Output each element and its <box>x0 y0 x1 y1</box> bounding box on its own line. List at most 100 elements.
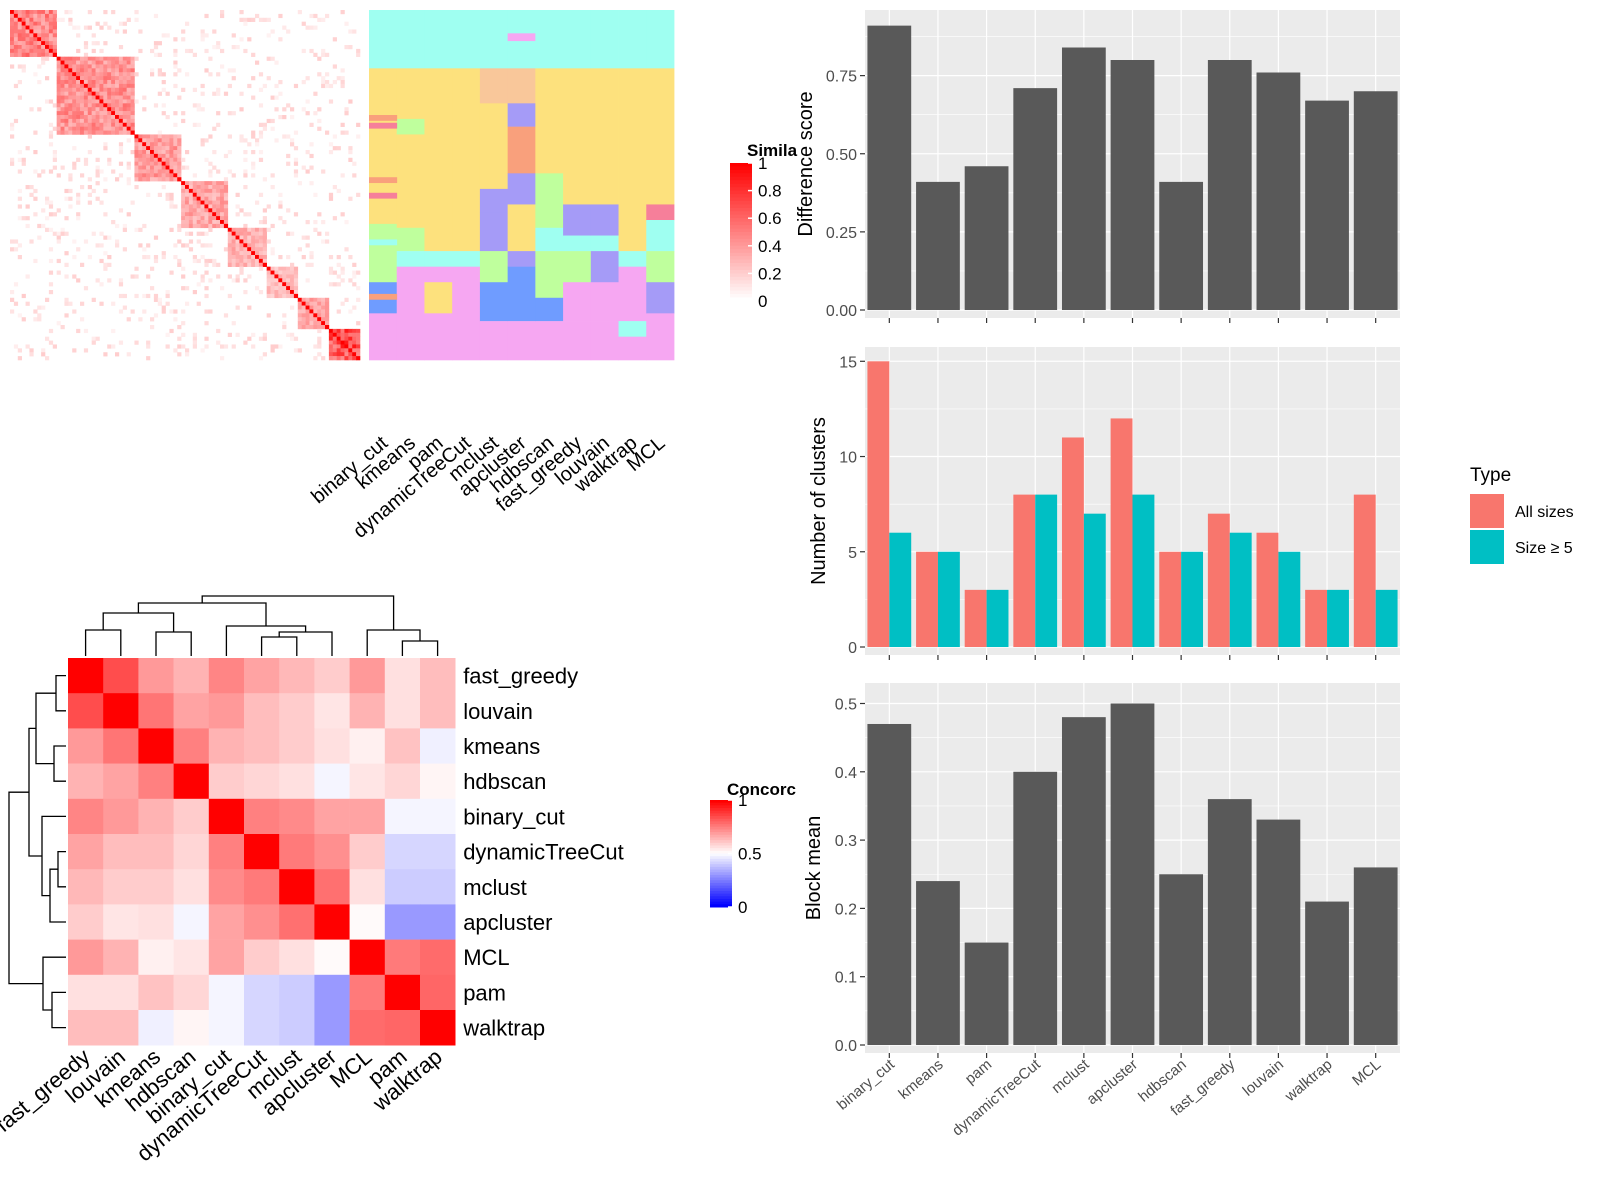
similarity-cell <box>68 111 73 116</box>
concordance-cell <box>68 1010 104 1046</box>
similarity-cell <box>48 41 54 46</box>
bar-all-sizes <box>1013 494 1036 647</box>
similarity-cell <box>352 282 357 287</box>
similarity-cell <box>76 83 81 89</box>
similarity-cell <box>325 321 330 326</box>
concordance-legend-gradient <box>710 866 732 871</box>
similarity-cell <box>332 146 337 151</box>
similarity-cell <box>235 204 240 209</box>
similarity-cell <box>196 301 201 306</box>
similarity-cell <box>56 118 61 124</box>
similarity-cell <box>17 196 22 201</box>
similarity-cell <box>161 111 166 116</box>
similarity-cell <box>235 258 240 264</box>
similarity-cell <box>118 122 124 127</box>
similarity-cell <box>10 45 15 50</box>
similarity-cell <box>130 76 135 81</box>
similarity-cell <box>340 83 345 89</box>
similarity-cell <box>41 25 46 30</box>
similarity-cell <box>107 122 112 127</box>
similarity-cell <box>293 348 299 353</box>
similarity-cell <box>188 196 194 201</box>
bar-all-sizes <box>867 361 890 647</box>
similarity-cell <box>340 336 345 341</box>
similarity-cell <box>258 262 264 267</box>
similarity-cell <box>52 153 57 159</box>
similarity-cell <box>41 41 46 46</box>
similarity-cell <box>157 146 162 151</box>
similarity-cell <box>76 103 81 108</box>
similarity-cell <box>239 243 244 248</box>
similarity-cell <box>212 204 217 209</box>
y-tick-label: 0.00 <box>826 303 857 320</box>
similarity-cell <box>107 95 112 100</box>
similarity-cell <box>13 37 19 42</box>
similarity-cell <box>60 325 65 330</box>
similarity-cell <box>91 340 96 345</box>
similarity-cell <box>56 56 61 61</box>
similarity-cell <box>216 122 221 127</box>
similarity-cell <box>103 130 108 135</box>
similarity-cell <box>87 111 92 116</box>
similarity-cell <box>258 227 264 232</box>
similarity-cell <box>118 60 124 65</box>
similarity-cell <box>169 328 174 334</box>
similarity-cell <box>17 37 22 42</box>
similarity-cell <box>251 258 256 264</box>
similarity-cell <box>262 243 267 248</box>
similarity-cell <box>146 344 151 349</box>
similarity-cell <box>165 134 170 139</box>
similarity-cell <box>200 107 205 112</box>
similarity-cell <box>25 52 30 57</box>
similarity-cell <box>122 227 127 232</box>
similarity-legend-gradient <box>730 183 752 188</box>
concordance-cell <box>244 974 280 1011</box>
similarity-cell <box>231 231 236 236</box>
similarity-cell <box>130 126 135 131</box>
similarity-cell <box>107 87 112 92</box>
similarity-cell <box>278 266 283 271</box>
similarity-cell <box>212 192 217 197</box>
similarity-cell <box>270 282 275 287</box>
similarity-cell <box>301 107 306 112</box>
similarity-cell <box>153 45 159 50</box>
similarity-cell <box>29 52 34 57</box>
similarity-cell <box>344 107 349 112</box>
similarity-cell <box>95 87 100 92</box>
similarity-cell <box>177 169 182 174</box>
similarity-cell <box>340 173 345 178</box>
similarity-cell <box>48 45 54 50</box>
similarity-cell <box>208 188 213 194</box>
similarity-cell <box>134 185 139 190</box>
concordance-legend-gradient <box>710 800 732 804</box>
similarity-cell <box>37 29 42 34</box>
similarity-cell <box>134 142 139 147</box>
dendrogram-branch <box>57 850 66 888</box>
similarity-cell <box>45 99 50 104</box>
similarity-cell <box>321 239 326 244</box>
similarity-cell <box>56 208 61 213</box>
similarity-cell <box>134 169 139 174</box>
similarity-cell <box>10 290 15 295</box>
similarity-cell <box>177 258 182 264</box>
similarity-cell <box>196 204 201 209</box>
similarity-cell <box>99 83 104 89</box>
similarity-cell <box>72 115 77 120</box>
similarity-cell <box>270 344 275 349</box>
similarity-cell <box>83 239 89 244</box>
similarity-cell <box>118 142 124 147</box>
similarity-cell <box>64 60 69 65</box>
similarity-cell <box>95 278 100 283</box>
similarity-cell <box>64 64 69 69</box>
concordance-cell <box>208 658 245 694</box>
similarity-cell <box>153 157 159 162</box>
similarity-cell <box>239 258 244 264</box>
similarity-cell <box>111 344 116 349</box>
similarity-cell <box>80 87 85 92</box>
similarity-legend-gradient <box>730 266 752 271</box>
similarity-cell <box>282 274 287 279</box>
similarity-cell <box>220 223 225 229</box>
similarity-cell <box>352 161 357 166</box>
similarity-legend-gradient <box>730 269 752 274</box>
similarity-cell <box>161 134 166 139</box>
